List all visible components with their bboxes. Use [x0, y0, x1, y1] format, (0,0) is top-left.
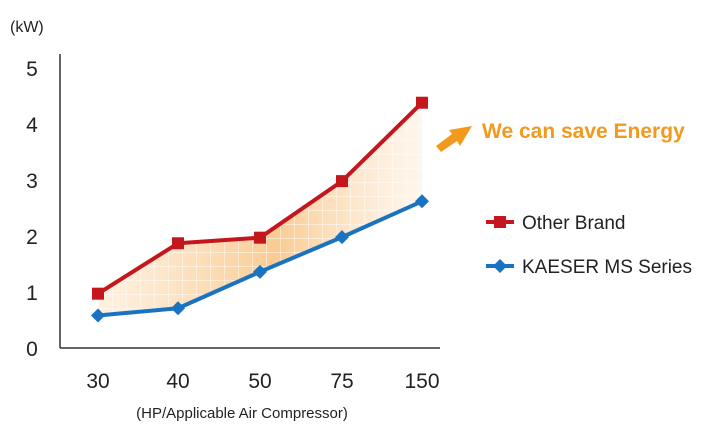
point-other-brand-150: [416, 96, 428, 109]
y-tick-label-0: 0: [26, 338, 38, 361]
x-tick-label-40: 40: [166, 370, 189, 393]
point-kaeser-ms-series-50: [253, 264, 267, 279]
point-other-brand-75: [336, 175, 348, 188]
x-tick-label-75: 75: [330, 370, 353, 393]
series-layer: [91, 96, 429, 323]
x-tick-label-30: 30: [86, 370, 109, 393]
x-tick-labels: 30 40 50 75 150: [86, 370, 439, 393]
legend-marker-other-brand: [494, 216, 506, 228]
point-kaeser-ms-series-75: [335, 230, 349, 245]
y-tick-label-3: 3: [26, 170, 38, 193]
x-axis-title: (HP/Applicable Air Compressor): [136, 405, 348, 422]
y-tick-label-1: 1: [26, 282, 38, 305]
y-tick-label-4: 4: [26, 114, 38, 137]
y-tick-label-2: 2: [26, 226, 38, 249]
energy-savings-annotation: We can save Energy: [482, 120, 685, 143]
gap-grid-overlay: [98, 102, 422, 316]
legend-item-other-brand: Other Brand: [486, 213, 626, 234]
legend: Other Brand KAESER MS Series: [486, 213, 692, 278]
point-kaeser-ms-series-150: [415, 194, 429, 209]
legend-marker-kaeser-ms-series: [493, 259, 507, 273]
x-tick-label-50: 50: [248, 370, 271, 393]
y-tick-labels: 0 1 2 3 4 5: [26, 58, 38, 361]
legend-item-kaeser-ms-series: KAESER MS Series: [486, 257, 692, 278]
y-axis-unit-label: (kW): [10, 19, 44, 36]
energy-arrow-icon: [436, 126, 472, 152]
point-kaeser-ms-series-40: [171, 301, 185, 316]
point-other-brand-40: [172, 237, 184, 250]
point-kaeser-ms-series-30: [91, 308, 105, 323]
y-tick-label-5: 5: [26, 58, 38, 81]
legend-label-other-brand: Other Brand: [522, 213, 626, 234]
point-other-brand-50: [254, 231, 266, 244]
point-other-brand-30: [92, 287, 104, 300]
legend-label-kaeser-ms-series: KAESER MS Series: [522, 257, 692, 278]
x-tick-label-150: 150: [404, 370, 439, 393]
savings-gap-area: [98, 102, 422, 316]
